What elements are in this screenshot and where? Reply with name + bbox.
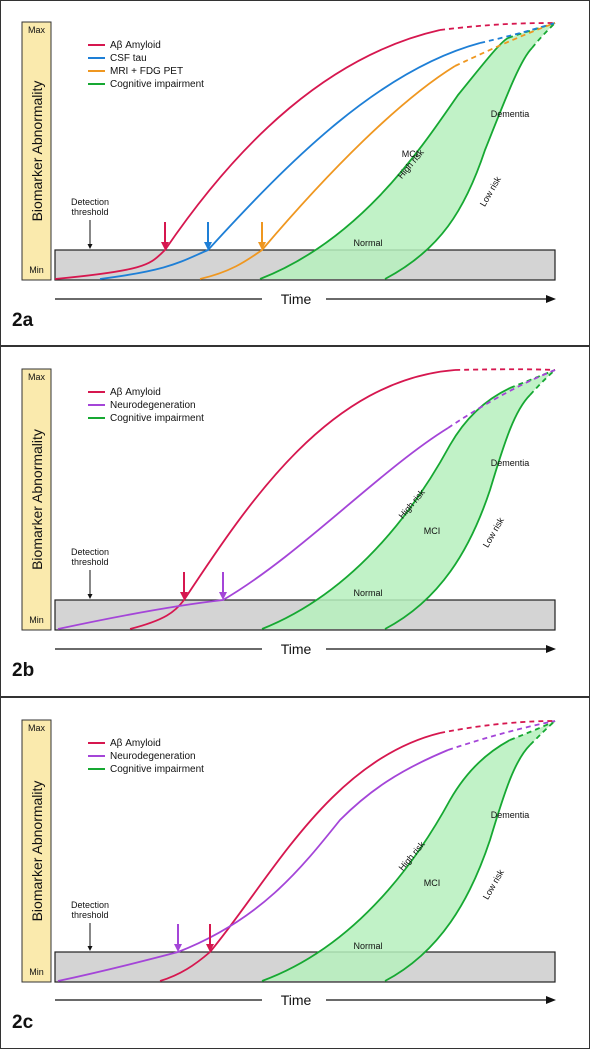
neuro-curve <box>57 749 449 982</box>
detection-arrow-head <box>87 946 93 951</box>
legend-label: Aβ Amyloid <box>110 738 161 749</box>
detection-label-line2: threshold <box>71 207 108 217</box>
legend: Aβ Amyloid Neurodegeneration Cognitive imp… <box>88 738 204 775</box>
panel-label: 2a <box>12 310 34 331</box>
legend-label: Cognitive impairment <box>110 79 204 90</box>
mri-curve <box>199 65 456 280</box>
neuro-curve <box>57 427 449 630</box>
mci-label: MCI <box>424 878 441 888</box>
tau-curve <box>99 42 481 280</box>
panel-2c: Max Min Biomarker Abnormality Detectionthre… <box>12 719 556 1033</box>
legend: Aβ Amyloid Neurodegeneration Cognitive imp… <box>88 387 204 424</box>
ymin-label: Min <box>29 615 44 625</box>
time-label: Time <box>281 992 312 1008</box>
time-arrow-head <box>546 295 556 303</box>
legend-label: MRI + FDG PET <box>110 66 183 77</box>
normal-label: Normal <box>353 238 382 248</box>
cognitive-low-risk-projection <box>531 22 556 49</box>
tau-curve-projection <box>479 22 556 44</box>
cognitive-low-risk-projection <box>529 720 556 746</box>
neuro-curve-projection <box>447 720 556 751</box>
amyloid-arrow-head <box>206 944 214 952</box>
yaxis-band <box>21 368 52 631</box>
panel-2a: Max Min Biomarker Abnormality Detectionthre… <box>12 21 556 331</box>
legend-label: Aβ Amyloid <box>110 40 161 51</box>
ylabel: Biomarker Abnormality <box>29 429 45 570</box>
cognitive-low-risk-curve <box>384 394 531 630</box>
ymax-label: Max <box>28 25 46 35</box>
detection-arrow-head <box>87 244 93 249</box>
mri-curve-projection <box>454 22 556 67</box>
panel-label: 2c <box>12 1012 34 1033</box>
yaxis-band <box>21 719 52 983</box>
amyloid-arrow-head <box>180 592 188 600</box>
dementia-label: Dementia <box>491 458 530 468</box>
time-label: Time <box>281 641 312 657</box>
yaxis-band <box>21 21 52 281</box>
detection-arrow-head <box>87 594 93 599</box>
legend-label: CSF tau <box>110 53 147 64</box>
legend-label: Neurodegeneration <box>110 751 196 762</box>
ylabel: Biomarker Abnormality <box>29 81 45 222</box>
ymax-label: Max <box>28 723 46 733</box>
panel-label: 2b <box>12 660 34 681</box>
cognitive-low-risk-curve <box>384 744 531 982</box>
ymin-label: Min <box>29 265 44 275</box>
normal-label: Normal <box>353 588 382 598</box>
dementia-label: Dementia <box>491 810 530 820</box>
neuro-arrow-head <box>219 592 227 600</box>
amyloid-curve <box>159 732 441 982</box>
panel-2b: Max Min Biomarker Abnormality Detectionthre… <box>12 368 556 681</box>
amyloid-curve-projection <box>454 368 556 371</box>
ymax-label: Max <box>28 372 46 382</box>
detection-label-line1: Detection <box>71 197 109 207</box>
neuro-arrow-head <box>174 944 182 952</box>
dementia-label: Dementia <box>491 109 530 119</box>
tau-arrow-head <box>204 242 212 250</box>
cognitive-high-risk-curve <box>259 37 509 280</box>
time-arrow-head <box>546 996 556 1004</box>
detection-label-line1: Detection <box>71 900 109 910</box>
cognitive-low-risk-projection <box>529 369 556 396</box>
amyloid-curve-projection <box>439 22 556 31</box>
time-label: Time <box>281 291 312 307</box>
legend-label: Neurodegeneration <box>110 400 196 411</box>
cognitive-low-risk-curve <box>384 47 533 280</box>
neuro-curve-projection <box>447 369 556 429</box>
time-arrow-head <box>546 645 556 653</box>
cognitive-region-fill <box>260 23 555 279</box>
mri-arrow-head <box>258 242 266 250</box>
mci-label: MCI <box>424 526 441 536</box>
cognitive-region-fill <box>262 721 555 981</box>
legend: Aβ Amyloid CSF tau MRI + FDG PET Cognitive … <box>88 40 204 90</box>
normal-label: Normal <box>353 941 382 951</box>
mci-label: MCI <box>402 149 419 159</box>
amyloid-arrow-head <box>161 242 169 250</box>
amyloid-curve-projection <box>439 720 556 734</box>
legend-label: Cognitive impairment <box>110 764 204 775</box>
legend-label: Aβ Amyloid <box>110 387 161 398</box>
cognitive-high-risk-curve <box>261 387 511 630</box>
amyloid-curve <box>54 29 441 280</box>
cognitive-region-fill <box>262 370 555 629</box>
detection-label-line1: Detection <box>71 547 109 557</box>
detection-label-line2: threshold <box>71 910 108 920</box>
amyloid-curve <box>129 369 456 630</box>
ymin-label: Min <box>29 967 44 977</box>
legend-label: Cognitive impairment <box>110 413 204 424</box>
detection-label-line2: threshold <box>71 557 108 567</box>
cognitive-high-risk-curve <box>261 739 511 982</box>
ylabel: Biomarker Abnormality <box>29 781 45 922</box>
